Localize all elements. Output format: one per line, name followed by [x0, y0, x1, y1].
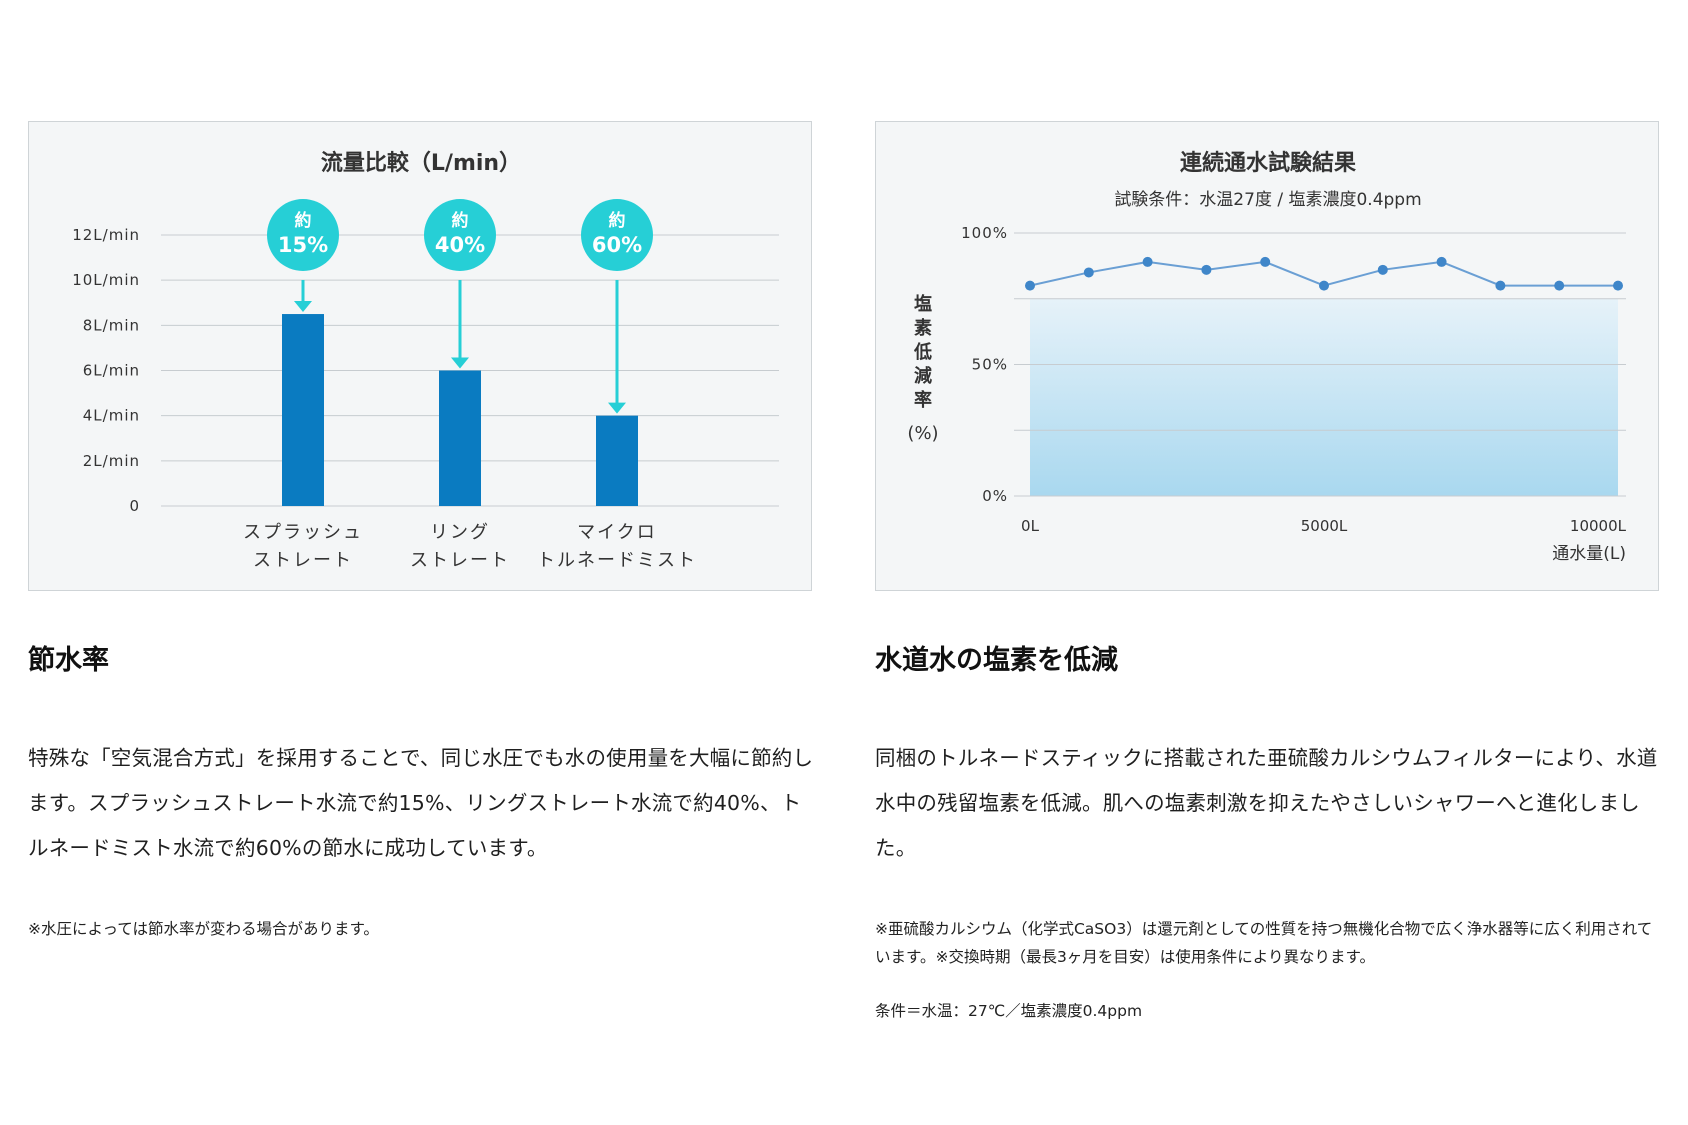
- y-axis-label-char: 塩: [914, 293, 932, 315]
- chlorine-test-chart-panel: 連続通水試験結果試験条件：水温27度 / 塩素濃度0.4ppm 0% 50% 100%…: [875, 121, 1659, 591]
- data-point: [1436, 256, 1447, 267]
- water-saving-note: ※水圧によっては節水率が変わる場合があります。: [28, 920, 379, 938]
- y-axis-label-char: 低: [913, 341, 932, 363]
- area-fill: [1030, 298, 1618, 496]
- badge-circle: [424, 199, 496, 271]
- chart-title: 連続通水試験結果: [1180, 150, 1356, 176]
- data-point: [1025, 280, 1035, 291]
- arrow-head: [608, 402, 626, 414]
- bar: [282, 314, 324, 506]
- data-point: [1201, 264, 1212, 275]
- chlorine-test-condition: 条件＝水温：27℃／塩素濃度0.4ppm: [875, 1002, 1143, 1020]
- chart-subtitle: 試験条件：水温27度 / 塩素濃度0.4ppm: [1114, 190, 1421, 210]
- y-axis-label-char: 減: [914, 365, 932, 387]
- x-tick-label: 10000L: [1570, 517, 1627, 535]
- badge-circle: [267, 199, 339, 271]
- data-point: [1319, 280, 1329, 291]
- y-tick-label: 12L/min: [72, 226, 140, 244]
- y-tick-label: 100%: [961, 224, 1008, 242]
- bar: [439, 370, 481, 506]
- badge-label-value: 15%: [278, 233, 328, 257]
- data-point: [1142, 256, 1153, 267]
- y-tick-label: 6L/min: [83, 362, 140, 380]
- badge-label-top: 約: [452, 210, 469, 231]
- badge-label-top: 約: [609, 210, 626, 231]
- data-point: [1377, 264, 1388, 275]
- water-saving-heading: 節水率: [28, 645, 109, 676]
- y-tick-label: 4L/min: [83, 407, 140, 425]
- y-axis-label-char: 素: [914, 318, 932, 339]
- flow-comparison-chart-panel: 流量比較（L/min） 0 2L/min 4L/min 6L/min 8L/min 10L/…: [28, 121, 812, 591]
- badge-label-top: 約: [295, 210, 312, 231]
- y-tick-label: 2L/min: [83, 452, 140, 470]
- y-axis-label-char: 率: [914, 389, 932, 411]
- arrow-head: [451, 357, 469, 369]
- bar: [596, 415, 638, 506]
- water-saving-section: 節水率 特殊な「空気混合方式」を採用することで、同じ水圧でも水の使用量を大幅に節…: [28, 640, 818, 943]
- y-axis-unit: (%): [907, 423, 938, 444]
- data-point: [1554, 280, 1565, 291]
- data-point: [1260, 256, 1271, 267]
- data-point: [1083, 267, 1094, 278]
- chart-title: 流量比較（L/min）: [321, 150, 521, 176]
- y-tick-label: 50%: [972, 356, 1008, 374]
- badge-circle: [581, 199, 653, 271]
- water-saving-body: 特殊な「空気混合方式」を採用することで、同じ水圧でも水の使用量を大幅に節約します…: [28, 746, 814, 860]
- x-category-label: リング: [430, 522, 490, 543]
- x-category-label: スプラッシュ: [243, 522, 363, 543]
- y-tick-label: 0: [129, 497, 140, 515]
- y-tick-label: 8L/min: [83, 316, 140, 334]
- x-category-label: ストレート: [253, 550, 353, 571]
- x-category-label: ストレート: [410, 550, 510, 571]
- x-axis-label: 通水量(L): [1552, 544, 1626, 564]
- chlorine-reduction-section: 水道水の塩素を低減 同梱のトルネードスティックに搭載された亜硫酸カルシウムフィル…: [875, 640, 1665, 1025]
- arrow-head: [294, 301, 312, 313]
- flow-comparison-chart: 流量比較（L/min） 0 2L/min 4L/min 6L/min 8L/min 10L/…: [72, 150, 779, 571]
- x-category-label: マイクロ: [577, 522, 657, 543]
- chlorine-reduction-heading: 水道水の塩素を低減: [875, 645, 1118, 676]
- chlorine-reduction-note: ※亜硫酸カルシウム（化学式CaSO3）は還元剤としての性質を持つ無機化合物で広く…: [875, 920, 1653, 966]
- x-category-label: トルネードミスト: [537, 550, 697, 571]
- y-tick-label: 10L/min: [72, 271, 140, 289]
- x-tick-label: 0L: [1021, 517, 1040, 535]
- chlorine-reduction-body: 同梱のトルネードスティックに搭載された亜硫酸カルシウムフィルターにより、水道水中…: [875, 746, 1658, 860]
- badge-label-value: 60%: [592, 233, 642, 257]
- x-tick-label: 5000L: [1301, 517, 1348, 535]
- data-point: [1495, 280, 1506, 291]
- badge-label-value: 40%: [435, 233, 485, 257]
- data-point: [1613, 280, 1623, 291]
- y-tick-label: 0%: [982, 487, 1008, 505]
